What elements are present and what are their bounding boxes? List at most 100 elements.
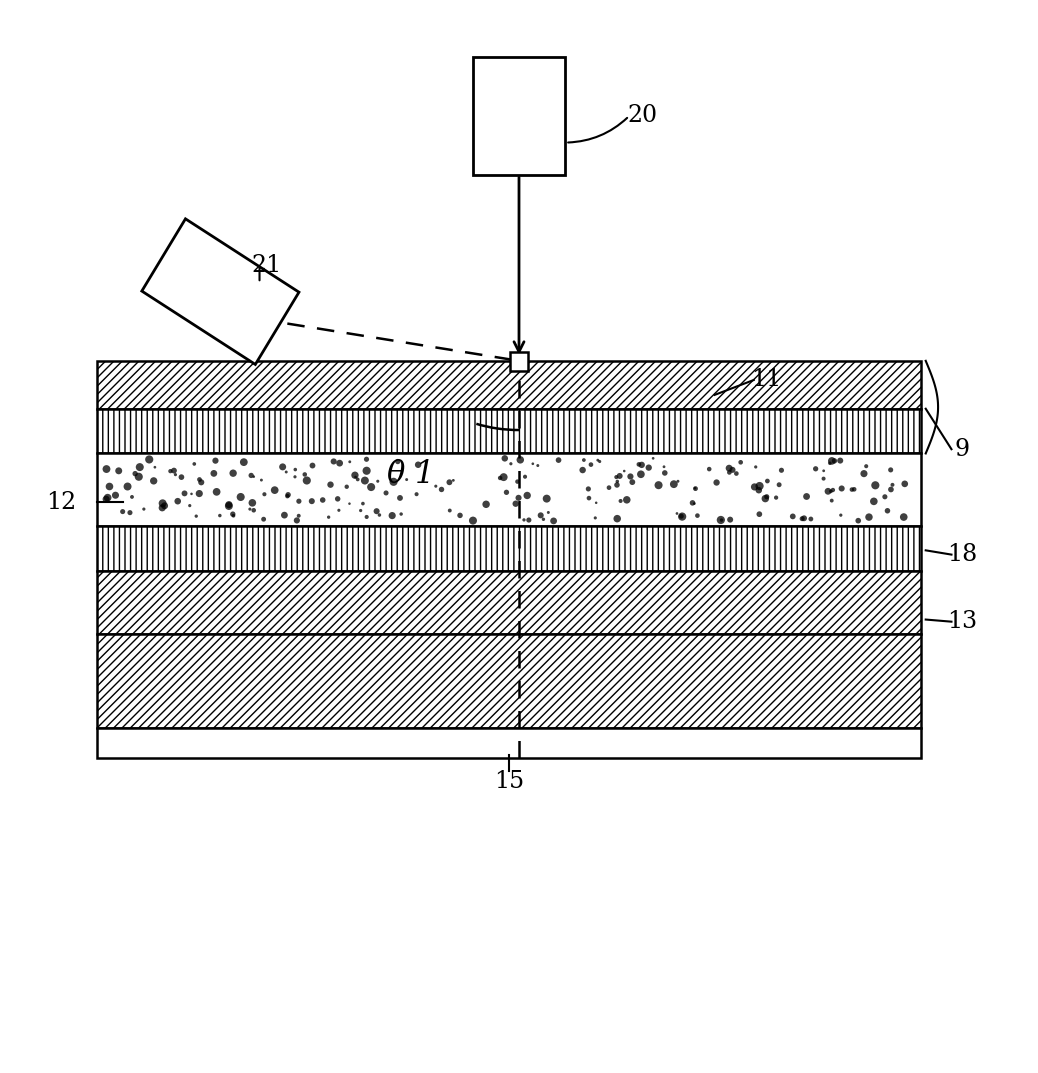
Ellipse shape [830,488,836,493]
Ellipse shape [225,501,233,509]
Polygon shape [142,219,299,365]
Ellipse shape [398,495,403,501]
Ellipse shape [713,480,719,486]
Ellipse shape [822,469,825,472]
Ellipse shape [866,513,873,520]
Ellipse shape [498,475,502,481]
Ellipse shape [870,498,878,505]
Ellipse shape [159,499,167,508]
Ellipse shape [439,487,444,493]
Ellipse shape [262,517,266,521]
Ellipse shape [331,458,336,465]
Ellipse shape [103,496,110,502]
Ellipse shape [271,486,278,494]
Bar [97,409,921,454]
Ellipse shape [757,512,762,517]
Ellipse shape [197,477,201,482]
Ellipse shape [637,470,645,479]
Ellipse shape [213,488,220,496]
Ellipse shape [617,473,623,479]
Ellipse shape [171,468,176,473]
Ellipse shape [765,479,770,484]
Text: 9: 9 [954,438,969,460]
Ellipse shape [128,510,133,515]
Ellipse shape [168,469,172,473]
Ellipse shape [901,481,908,487]
Ellipse shape [503,489,509,495]
Ellipse shape [136,464,144,471]
Ellipse shape [303,476,310,485]
Ellipse shape [104,494,111,501]
Ellipse shape [695,513,700,518]
Ellipse shape [173,473,177,476]
Bar [472,57,566,175]
Ellipse shape [855,518,862,524]
Ellipse shape [831,458,837,464]
Ellipse shape [251,508,256,513]
Ellipse shape [606,485,611,490]
Ellipse shape [652,457,655,459]
Text: 20: 20 [628,104,658,128]
Ellipse shape [756,487,762,494]
Ellipse shape [809,516,813,521]
Ellipse shape [774,496,778,500]
Ellipse shape [367,483,375,491]
Ellipse shape [693,502,695,505]
Ellipse shape [803,494,810,500]
Ellipse shape [297,514,301,518]
Ellipse shape [726,465,733,472]
Ellipse shape [598,460,601,464]
Ellipse shape [124,483,132,490]
Ellipse shape [248,508,251,511]
Bar [97,634,921,729]
Ellipse shape [351,471,358,479]
Ellipse shape [550,517,557,525]
Ellipse shape [884,508,891,514]
Ellipse shape [619,499,623,503]
Ellipse shape [730,467,736,473]
Ellipse shape [447,509,452,513]
Ellipse shape [112,491,119,499]
Ellipse shape [260,479,263,482]
Ellipse shape [161,502,168,510]
Ellipse shape [240,458,248,466]
Ellipse shape [616,480,619,483]
Ellipse shape [728,516,733,523]
Ellipse shape [839,514,843,517]
Ellipse shape [213,457,219,464]
Ellipse shape [582,458,585,461]
Ellipse shape [142,508,145,511]
Ellipse shape [106,483,113,490]
Ellipse shape [543,495,551,502]
Ellipse shape [764,495,769,499]
Ellipse shape [194,514,198,518]
Ellipse shape [400,512,403,516]
Ellipse shape [135,473,143,481]
Ellipse shape [361,502,364,505]
Ellipse shape [364,457,370,461]
Ellipse shape [145,455,154,464]
Ellipse shape [327,482,334,488]
Ellipse shape [405,479,408,481]
Ellipse shape [414,493,418,496]
Ellipse shape [531,462,535,465]
Ellipse shape [364,515,368,519]
Ellipse shape [348,502,351,505]
Ellipse shape [359,509,362,512]
Ellipse shape [655,481,662,489]
Ellipse shape [613,515,621,523]
Ellipse shape [389,477,398,486]
Ellipse shape [850,487,854,491]
Ellipse shape [120,509,126,514]
Ellipse shape [284,471,288,473]
Ellipse shape [595,501,598,504]
Ellipse shape [526,517,531,523]
Ellipse shape [678,513,686,520]
Ellipse shape [824,488,831,495]
Ellipse shape [707,467,711,471]
Ellipse shape [320,497,326,503]
Ellipse shape [597,459,599,461]
Ellipse shape [182,490,188,497]
Ellipse shape [821,476,825,481]
Ellipse shape [229,470,237,476]
